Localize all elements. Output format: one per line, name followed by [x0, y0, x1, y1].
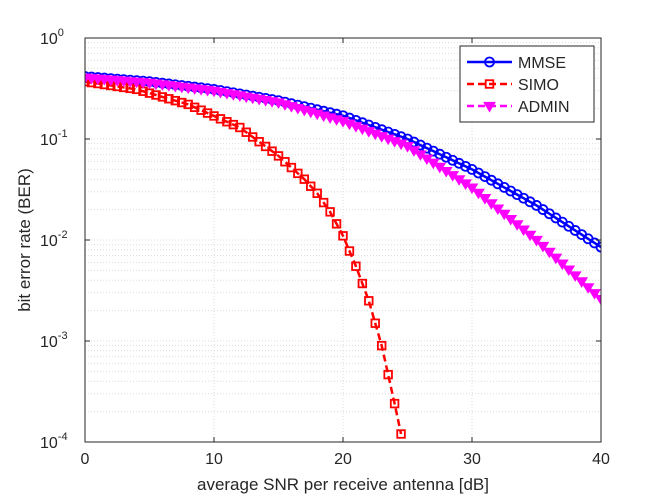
square-marker [364, 296, 374, 306]
square-marker [286, 162, 297, 173]
square-marker [318, 197, 329, 208]
circle-marker [440, 151, 452, 163]
square-marker [247, 132, 258, 142]
circle-marker [447, 154, 459, 166]
square-marker [331, 219, 342, 229]
circle-marker [484, 56, 495, 68]
square-marker [177, 97, 187, 108]
triangle-marker [543, 247, 556, 259]
square-marker [209, 111, 219, 121]
triangle-marker [478, 194, 492, 205]
x-tick-label: 10 [205, 451, 223, 468]
y-tick-label: 10-4 [40, 431, 68, 452]
triangle-marker [594, 295, 601, 306]
square-marker [170, 95, 180, 106]
square-marker [196, 105, 206, 115]
triangle-marker [549, 253, 563, 265]
square-marker [396, 429, 406, 439]
data-series [85, 71, 601, 439]
legend-entry-simo: SIMO [467, 77, 559, 94]
axis-ticks: 0 10 20 30 40 100 10-1 10-2 10-3 10-4 [40, 27, 610, 468]
square-marker [241, 127, 251, 137]
circle-marker [595, 241, 601, 253]
x-tick-label: 20 [334, 451, 352, 468]
square-marker [222, 117, 232, 127]
square-marker [299, 174, 309, 184]
x-tick-label: 0 [81, 451, 90, 468]
grid [85, 38, 601, 442]
square-marker [215, 114, 226, 124]
square-marker [312, 188, 322, 198]
circle-marker [460, 160, 471, 172]
triangle-marker [581, 283, 595, 294]
square-marker [370, 318, 380, 328]
y-tick-label: 10-3 [40, 330, 68, 351]
triangle-marker [504, 214, 518, 226]
legend-label: ADMIN [518, 99, 570, 116]
square-marker [273, 151, 284, 161]
circle-marker [453, 157, 465, 169]
legend-entry-admin: ADMIN [467, 99, 570, 116]
square-marker [293, 168, 303, 179]
circle-marker [421, 142, 433, 154]
legend-label: SIMO [518, 77, 559, 94]
triangle-marker [562, 265, 576, 277]
y-axis-label: bit error rate (BER) [15, 168, 34, 312]
y-tick-label: 10-2 [40, 229, 68, 250]
square-marker [267, 146, 277, 156]
square-marker [389, 398, 400, 409]
series-admin [85, 73, 601, 306]
square-marker [228, 119, 239, 130]
triangle-marker [484, 199, 498, 210]
square-marker [164, 94, 174, 104]
triangle-marker [483, 101, 496, 113]
triangle-marker [555, 259, 569, 271]
legend-entry-mmse: MMSE [467, 55, 566, 72]
triangle-marker [497, 209, 511, 221]
triangle-marker [465, 183, 479, 195]
square-marker [260, 141, 271, 152]
legend-label: MMSE [518, 55, 566, 72]
square-marker [280, 157, 290, 167]
triangle-marker [588, 289, 601, 300]
x-tick-label: 30 [463, 451, 481, 468]
legend: MMSE SIMO ADMIN [459, 45, 595, 123]
x-axis-label: average SNR per receive antenna [dB] [197, 475, 489, 494]
square-marker [306, 181, 316, 191]
square-marker [376, 340, 387, 351]
triangle-marker [510, 220, 524, 231]
triangle-marker [491, 204, 505, 216]
square-marker [157, 92, 168, 102]
x-tick-label: 40 [592, 451, 610, 468]
square-marker [202, 108, 213, 118]
circle-marker [427, 145, 439, 157]
y-tick-label: 100 [40, 27, 64, 48]
square-marker [189, 102, 200, 112]
square-marker [85, 76, 90, 87]
triangle-marker [472, 188, 485, 200]
square-marker [151, 90, 161, 100]
square-marker [357, 278, 368, 289]
square-marker [344, 246, 355, 256]
y-tick-label: 10-1 [40, 128, 68, 149]
square-marker [383, 369, 393, 380]
triangle-marker [568, 271, 582, 282]
circle-marker [414, 139, 426, 151]
square-marker [325, 207, 335, 217]
square-marker [144, 88, 155, 98]
circle-marker [434, 148, 446, 160]
square-marker [235, 122, 245, 133]
square-marker [338, 231, 348, 241]
triangle-marker [530, 235, 543, 247]
triangle-marker [517, 225, 530, 236]
triangle-marker [523, 230, 537, 242]
square-marker [351, 261, 361, 271]
square-marker [183, 99, 193, 110]
square-marker [254, 137, 264, 147]
triangle-marker [575, 277, 589, 288]
square-marker [484, 79, 495, 89]
triangle-marker [536, 241, 550, 253]
